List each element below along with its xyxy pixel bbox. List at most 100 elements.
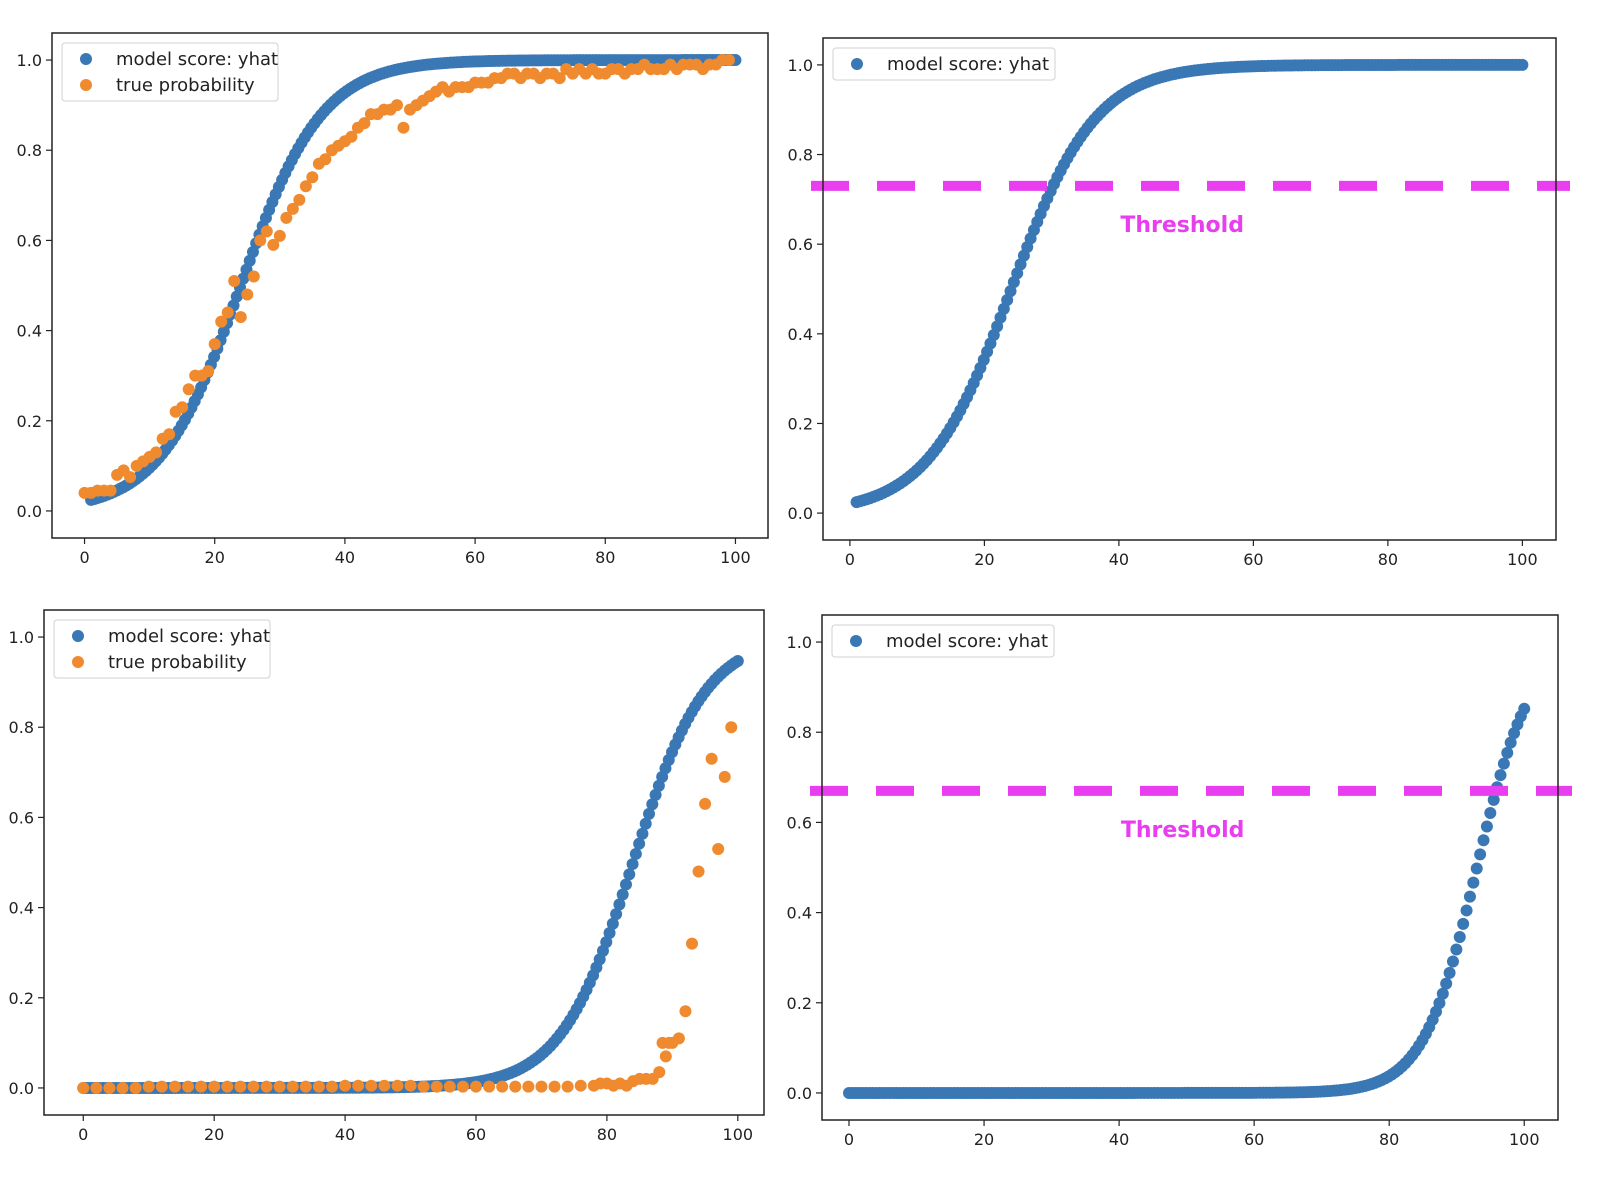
data-point [603,927,616,940]
x-tick-label: 20 [974,1130,994,1149]
chart-top-right: Threshold 0 20 40 60 80 100 0.0 0.2 0.4 0.6 0.8 1.0 m… [788,37,1570,569]
data-point [155,1080,168,1093]
y-tick-label: 1.0 [787,633,812,652]
x-tick-label: 80 [1378,550,1398,569]
x-tick-label: 0 [78,1125,88,1144]
x-tick-label: 60 [466,1125,486,1144]
data-point [90,1081,103,1094]
series-true-probability [77,721,738,1094]
data-point [600,936,613,949]
y-tick-label: 0.4 [17,322,42,341]
y-tick-label: 0.0 [788,504,813,523]
data-point [150,446,163,459]
data-point [659,1050,672,1063]
data-point [241,288,254,301]
data-point [633,837,646,850]
data-point [1501,746,1514,759]
data-point [1443,966,1456,979]
legend-label: model score: yhat [116,49,278,70]
data-point [712,842,725,855]
data-point [1440,977,1453,990]
data-point [509,1080,522,1093]
data-point [195,1080,208,1093]
x-tick-label: 80 [595,548,615,567]
data-point [679,1005,692,1018]
x-tick-label: 60 [1244,1130,1264,1149]
data-point [273,1080,286,1093]
x-tick-label: 20 [204,1125,224,1144]
data-point [129,1081,142,1094]
legend-box [831,624,1055,658]
x-tick-label: 100 [1507,550,1538,569]
data-point [397,121,410,134]
data-point [163,428,176,441]
data-point [326,1080,338,1093]
axes-frame [822,37,1557,541]
data-point [1484,806,1497,819]
data-point [77,1081,90,1094]
data-point [319,153,332,166]
data-point [535,1080,548,1093]
x-tick-label: 0 [79,548,89,567]
data-point [221,306,234,319]
data-point [430,1080,443,1093]
y-tick-label: 0.8 [787,723,812,742]
x-tick-label: 0 [845,550,855,569]
data-point [1487,793,1500,806]
data-point [639,817,652,830]
y-tick-label: 0.6 [17,231,42,250]
data-point [553,72,566,85]
series-model-score [843,702,1531,1099]
data-point [718,770,731,783]
data-point [1518,702,1531,715]
legend-label: true probability [116,75,255,96]
data-point [182,383,195,396]
data-point [176,401,189,414]
data-point [391,1079,404,1092]
legend-label: model score: yhat [886,631,1048,652]
data-point [286,1080,299,1093]
data-point [722,54,735,67]
y-tick-label: 0.6 [9,808,34,827]
y-tick-label: 0.8 [788,146,813,165]
data-point [623,868,636,881]
y-tick-label: 1.0 [17,51,42,70]
data-point [390,99,403,112]
data-point [646,798,659,811]
data-point [1450,943,1463,956]
threshold-label: Threshold [1120,213,1244,238]
data-point [234,311,247,324]
data-point [280,211,293,224]
x-tick-label: 40 [1109,550,1129,569]
data-point [339,1079,352,1092]
x-tick-label: 60 [465,548,485,567]
data-point [643,807,656,820]
data-point [470,1080,482,1093]
data-point [1480,820,1493,833]
legend-marker [80,79,92,91]
data-point [626,858,639,871]
x-tick-label: 20 [205,548,225,567]
data-point [649,788,662,801]
data-point [1463,890,1476,903]
data-point [1516,58,1529,71]
chart-bottom-right: Threshold 0 20 40 60 80 100 0.0 0.2 0.4 0.6 0.8 1.0 m… [787,614,1572,1149]
data-point [299,1080,312,1093]
axes-frame [51,32,769,539]
y-tick-label: 0.8 [9,718,34,737]
y-tick-label: 0.4 [9,899,34,918]
data-point [215,315,228,328]
data-point [574,1079,587,1092]
chart-bottom-left: 0 20 40 60 80 100 0.0 0.2 0.4 0.6 0.8 1.0 model scor… [9,609,765,1144]
x-tick-label: 80 [1379,1130,1399,1149]
data-point [653,1066,666,1079]
data-point [182,1080,194,1093]
data-point [610,908,623,921]
legend: model score: yhat [832,47,1056,81]
data-point [273,229,286,242]
data-point [731,655,744,668]
data-point [692,865,705,878]
y-tick-label: 0.0 [787,1084,812,1103]
legend-marker [851,58,863,70]
legend-box [53,619,271,679]
